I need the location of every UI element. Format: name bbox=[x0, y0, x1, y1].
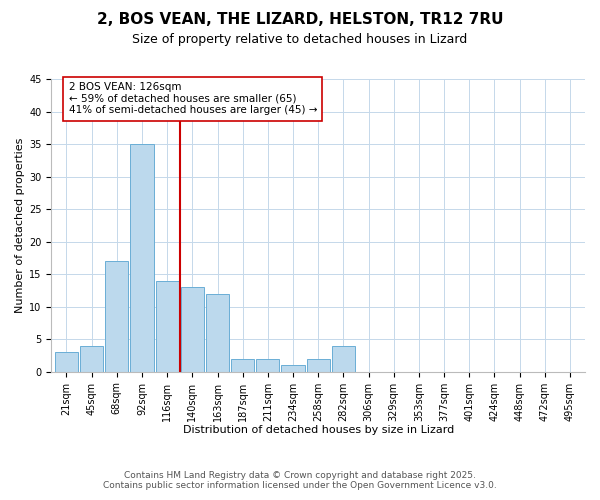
Bar bbox=[155, 280, 179, 372]
Y-axis label: Number of detached properties: Number of detached properties bbox=[15, 138, 25, 313]
Bar bbox=[80, 346, 103, 372]
Bar bbox=[130, 144, 154, 372]
Bar bbox=[332, 346, 355, 372]
X-axis label: Distribution of detached houses by size in Lizard: Distribution of detached houses by size … bbox=[182, 425, 454, 435]
Bar bbox=[231, 358, 254, 372]
Text: 2, BOS VEAN, THE LIZARD, HELSTON, TR12 7RU: 2, BOS VEAN, THE LIZARD, HELSTON, TR12 7… bbox=[97, 12, 503, 28]
Text: 2 BOS VEAN: 126sqm
← 59% of detached houses are smaller (65)
41% of semi-detache: 2 BOS VEAN: 126sqm ← 59% of detached hou… bbox=[68, 82, 317, 116]
Bar bbox=[55, 352, 78, 372]
Text: Contains HM Land Registry data © Crown copyright and database right 2025.
Contai: Contains HM Land Registry data © Crown c… bbox=[103, 470, 497, 490]
Bar bbox=[206, 294, 229, 372]
Text: Size of property relative to detached houses in Lizard: Size of property relative to detached ho… bbox=[133, 32, 467, 46]
Bar bbox=[256, 358, 280, 372]
Bar bbox=[181, 287, 204, 372]
Bar bbox=[307, 358, 330, 372]
Bar bbox=[281, 365, 305, 372]
Bar bbox=[105, 261, 128, 372]
